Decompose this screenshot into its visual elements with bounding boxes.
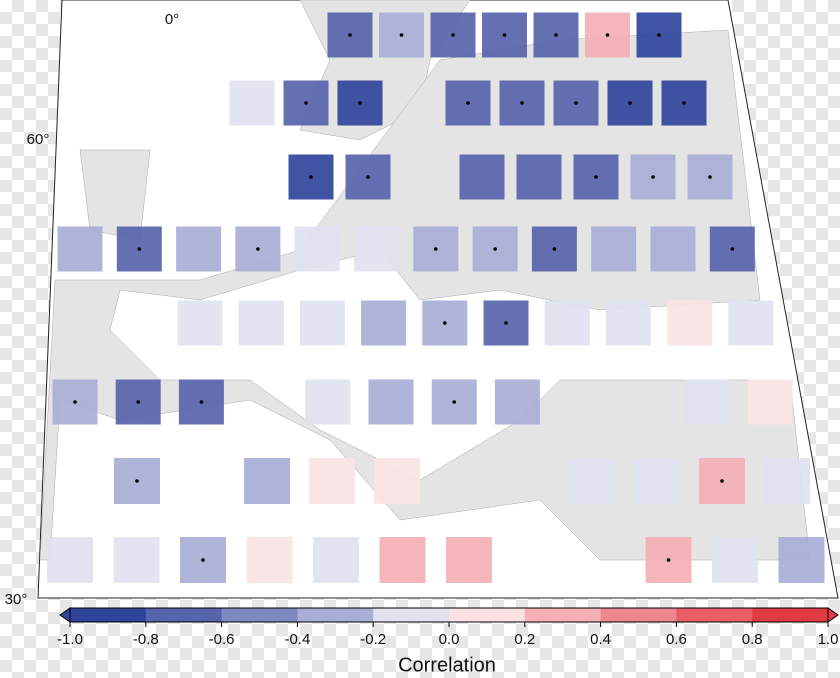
colorbar-bin — [600, 608, 677, 622]
significance-dot — [730, 247, 735, 251]
colorbar-tick-label: 0.4 — [590, 631, 611, 648]
significance-dot — [466, 101, 470, 105]
significance-dot — [358, 101, 362, 105]
correlation-cell — [569, 458, 615, 504]
significance-dot — [574, 101, 578, 105]
significance-dot — [452, 400, 457, 404]
significance-dot — [304, 101, 308, 105]
significance-dot — [199, 400, 204, 404]
correlation-cell — [374, 458, 420, 504]
correlation-cell — [309, 458, 355, 504]
correlation-cell — [368, 379, 414, 425]
significance-dot — [605, 33, 610, 37]
significance-dot — [493, 247, 497, 251]
correlation-cell — [299, 300, 345, 346]
colorbar-tick-label: -0.6 — [209, 631, 235, 648]
correlation-cell — [728, 300, 774, 346]
significance-dot — [554, 33, 558, 37]
significance-dot — [135, 479, 139, 483]
correlation-cell — [650, 226, 696, 272]
colorbar-bin — [70, 608, 147, 622]
significance-dot — [594, 175, 598, 179]
correlation-cell — [494, 379, 540, 425]
significance-dot — [720, 479, 724, 483]
colorbar-tick-label: -0.4 — [284, 631, 310, 648]
colorbar-tick-label: -1.0 — [57, 631, 83, 648]
correlation-cell — [305, 379, 351, 425]
correlation-cell — [354, 226, 399, 272]
correlation-cell — [684, 379, 730, 425]
correlation-cell — [634, 458, 680, 504]
colorbar-tick-label: 1.0 — [818, 631, 839, 648]
correlation-cell — [379, 537, 426, 583]
colorbar-bin — [221, 608, 298, 622]
correlation-cell — [712, 537, 758, 583]
colorbar-bin — [752, 608, 829, 622]
colorbar-bin — [297, 608, 374, 622]
correlation-cell — [57, 226, 103, 272]
correlation-cell — [778, 537, 825, 583]
colorbar-tick-label: 0.0 — [439, 631, 460, 648]
significance-dot — [136, 400, 140, 404]
colorbar-label: Correlation — [398, 654, 496, 676]
colorbar-bin — [676, 608, 753, 622]
correlation-cell — [361, 300, 407, 346]
significance-dot — [366, 175, 370, 179]
correlation-cell — [544, 300, 590, 346]
colorbar-tick-label: 0.8 — [742, 631, 763, 648]
significance-dot — [504, 321, 508, 325]
lat-label: 30° — [5, 591, 28, 608]
significance-dot — [657, 33, 661, 37]
correlation-cell — [113, 537, 160, 583]
correlation-cell — [605, 300, 651, 346]
significance-dot — [666, 558, 671, 562]
significance-dot — [682, 101, 686, 105]
colorbar-arrow — [827, 607, 839, 623]
correlation-cell — [244, 458, 290, 504]
colorbar-tick-label: -0.8 — [133, 631, 159, 648]
significance-dot — [434, 247, 438, 251]
lat-label: 60° — [27, 131, 50, 148]
significance-dot — [137, 247, 142, 251]
colorbar-bin — [373, 608, 450, 622]
significance-dot — [552, 247, 557, 251]
correlation-cell — [177, 300, 223, 346]
correlation-cell — [313, 537, 359, 583]
significance-dot — [256, 247, 260, 251]
correlation-cell — [229, 80, 275, 126]
correlation-cell — [516, 154, 562, 200]
colorbar-tick-label: 0.6 — [666, 631, 687, 648]
correlation-cell — [591, 226, 637, 272]
significance-dot — [651, 175, 655, 179]
significance-dot — [451, 33, 455, 37]
colorbar-tick-label: 0.2 — [514, 631, 535, 648]
correlation-cell — [176, 226, 222, 272]
colorbar-tick-label: -0.2 — [360, 631, 386, 648]
correlation-cell — [667, 300, 713, 346]
correlation-cell — [238, 300, 284, 346]
correlation-cell — [446, 537, 492, 583]
significance-dot — [628, 101, 632, 105]
colorbar-bin — [524, 608, 602, 622]
colorbar-bin — [145, 608, 223, 622]
significance-dot — [399, 33, 404, 37]
correlation-cell — [294, 226, 340, 272]
colorbar-bin — [449, 608, 526, 622]
correlation-cell — [47, 537, 93, 583]
lon-label: 0° — [165, 11, 179, 28]
significance-dot — [708, 175, 712, 179]
correlation-cell — [246, 537, 293, 583]
significance-dot — [502, 33, 507, 37]
significance-dot — [73, 400, 77, 404]
significance-dot — [520, 101, 524, 105]
significance-dot — [348, 33, 352, 37]
correlation-cell — [764, 458, 810, 504]
correlation-cell — [747, 379, 793, 425]
correlation-cell — [459, 154, 505, 200]
significance-dot — [201, 558, 205, 562]
significance-dot — [443, 321, 447, 325]
significance-dot — [309, 175, 313, 179]
colorbar-arrow — [59, 607, 71, 623]
